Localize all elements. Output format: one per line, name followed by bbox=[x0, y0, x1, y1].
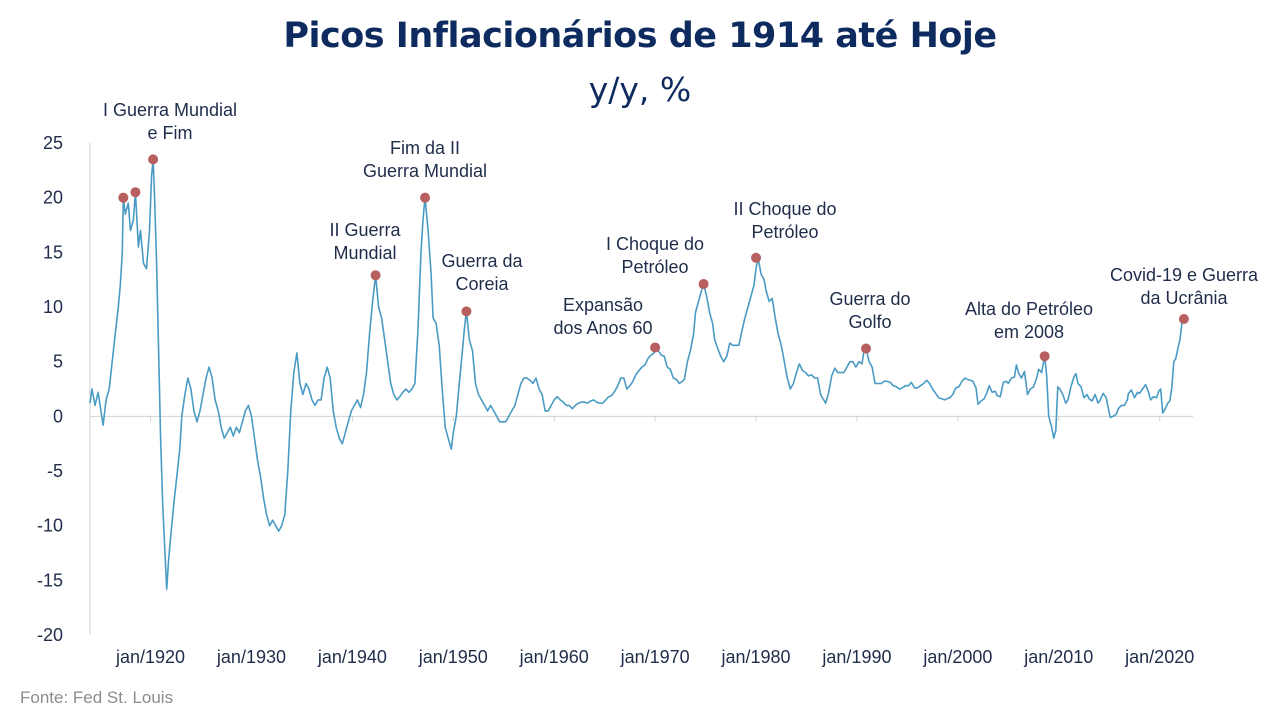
x-axis: jan/1920 jan/1930 jan/1940 jan/1950 jan/1960… bbox=[90, 415, 1194, 667]
annotation-line: Covid-19 e Guerra bbox=[1110, 265, 1259, 285]
series-layer bbox=[89, 158, 1185, 590]
annotation-label: Fim da II Guerra Mundial bbox=[363, 138, 487, 181]
y-tick-label: -10 bbox=[37, 516, 63, 536]
annotation-label: II Choque do Petróleo bbox=[733, 199, 836, 242]
x-tick-label: jan/2000 bbox=[922, 647, 992, 667]
annotation-line: dos Anos 60 bbox=[553, 318, 652, 338]
x-tick-label: jan/2010 bbox=[1023, 647, 1093, 667]
y-tick-label: -15 bbox=[37, 570, 63, 590]
annotation-line: Alta do Petróleo bbox=[965, 299, 1093, 319]
chart-title: Picos Inflacionários de 1914 até Hoje bbox=[283, 16, 997, 56]
peak-markers bbox=[118, 154, 1189, 362]
annotation-line: da Ucrânia bbox=[1140, 288, 1228, 308]
annotation-label: Covid-19 e Guerra da Ucrânia bbox=[1110, 265, 1259, 308]
peak-marker bbox=[420, 192, 431, 203]
x-tick-label: jan/1990 bbox=[821, 647, 891, 667]
annotation-line: I Choque do bbox=[606, 234, 704, 254]
x-tick-label: jan/1960 bbox=[519, 647, 589, 667]
peak-marker bbox=[861, 343, 872, 354]
annotation-label: Guerra da Coreia bbox=[441, 251, 523, 294]
annotation-line: Guerra Mundial bbox=[363, 161, 487, 181]
peak-marker bbox=[130, 187, 141, 198]
x-tick-label: jan/2020 bbox=[1124, 647, 1194, 667]
peak-marker bbox=[370, 270, 381, 281]
peak-marker bbox=[1178, 314, 1189, 325]
peak-marker bbox=[751, 252, 762, 263]
annotation-label: Expansão dos Anos 60 bbox=[553, 295, 652, 338]
peak-marker bbox=[1039, 351, 1050, 362]
y-tick-label: 0 bbox=[53, 406, 63, 426]
peak-marker bbox=[148, 154, 159, 165]
annotation-line: Guerra do bbox=[829, 289, 910, 309]
annotations: I Guerra Mundial e Fim II Guerra Mundial Fim… bbox=[103, 100, 1259, 342]
annotation-line: Petróleo bbox=[621, 257, 688, 277]
y-tick-label: 20 bbox=[43, 188, 63, 208]
annotation-label: Alta do Petróleo em 2008 bbox=[965, 299, 1093, 342]
annotation-line: e Fim bbox=[148, 123, 193, 143]
x-tick-label: jan/1920 bbox=[115, 647, 185, 667]
source-note: Fonte: Fed St. Louis bbox=[20, 688, 174, 707]
y-tick-label: 5 bbox=[53, 352, 63, 372]
annotation-line: Coreia bbox=[455, 274, 509, 294]
x-tick-label: jan/1930 bbox=[216, 647, 286, 667]
y-tick-label: 25 bbox=[43, 133, 63, 153]
annotation-line: Guerra da bbox=[441, 251, 523, 271]
peak-marker bbox=[650, 342, 661, 353]
annotation-label: II Guerra Mundial bbox=[329, 220, 401, 263]
peak-marker bbox=[461, 306, 472, 317]
peak-marker bbox=[118, 192, 129, 203]
chart-subtitle: y/y, % bbox=[588, 70, 692, 109]
annotation-line: Petróleo bbox=[751, 222, 818, 242]
annotation-line: II Choque do bbox=[733, 199, 836, 219]
annotation-label: I Guerra Mundial e Fim bbox=[103, 100, 237, 143]
annotation-label: Guerra do Golfo bbox=[829, 289, 910, 332]
x-tick-label: jan/1980 bbox=[720, 647, 790, 667]
x-tick-label: jan/1970 bbox=[620, 647, 690, 667]
annotation-line: em 2008 bbox=[994, 322, 1064, 342]
y-tick-label: -5 bbox=[47, 461, 63, 481]
y-axis: 25 20 15 10 5 0 -5 -10 -15 -20 bbox=[37, 133, 91, 645]
inflation-series-line bbox=[89, 158, 1185, 590]
annotation-line: Fim da II bbox=[390, 138, 460, 158]
x-tick-label: jan/1940 bbox=[317, 647, 387, 667]
y-tick-label: 15 bbox=[43, 242, 63, 262]
annotation-line: Golfo bbox=[848, 312, 891, 332]
y-tick-label: 10 bbox=[43, 297, 63, 317]
annotation-label: I Choque do Petróleo bbox=[606, 234, 704, 277]
annotation-line: Mundial bbox=[333, 243, 396, 263]
annotation-line: Expansão bbox=[563, 295, 643, 315]
peak-marker bbox=[698, 279, 709, 290]
annotation-line: I Guerra Mundial bbox=[103, 100, 237, 120]
x-tick-label: jan/1950 bbox=[418, 647, 488, 667]
y-tick-label: -20 bbox=[37, 625, 63, 645]
annotation-line: II Guerra bbox=[329, 220, 401, 240]
